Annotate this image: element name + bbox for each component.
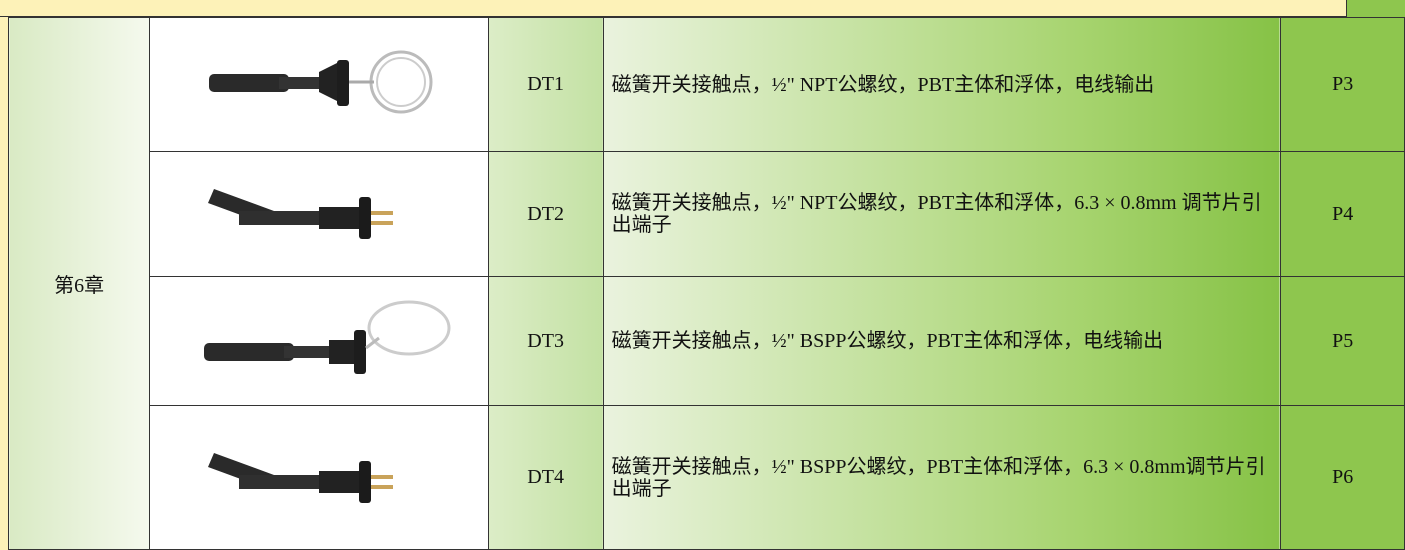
code: DT1 <box>487 17 604 152</box>
description-text: 磁簧开关接触点，½" NPT公螺纹，PBT主体和浮体，电线输出 <box>611 73 1155 96</box>
description: 磁簧开关接触点，½" NPT公螺纹，PBT主体和浮体，电线输出 <box>602 17 1282 152</box>
description: 磁簧开关接触点，½" NPT公螺纹，PBT主体和浮体，6.3 × 0.8mm 调… <box>602 151 1282 277</box>
page-ref: P4 <box>1280 151 1405 277</box>
page-ref: P6 <box>1280 405 1405 550</box>
switch-pins <box>207 189 393 239</box>
switch-wire <box>203 300 451 374</box>
product-image <box>149 17 489 152</box>
product-image <box>149 151 489 277</box>
product-image <box>149 405 489 550</box>
top-cell <box>1346 0 1405 17</box>
description: 磁簧开关接触点，½" BSPP公螺纹，PBT主体和浮体，电线输出 <box>602 276 1282 406</box>
description-text: 磁簧开关接触点，½" BSPP公螺纹，PBT主体和浮体，6.3 × 0.8mm调… <box>611 455 1266 500</box>
code: DT4 <box>487 405 604 550</box>
description: 磁簧开关接触点，½" BSPP公螺纹，PBT主体和浮体，6.3 × 0.8mm调… <box>602 405 1282 550</box>
code: DT2 <box>487 151 604 277</box>
code: DT3 <box>487 276 604 406</box>
page-ref: P3 <box>1280 17 1405 152</box>
product-table: 第6章 DT1 磁簧开关接触点，½" NPT公螺纹，PBT主体和浮体，电线输出 … <box>7 17 1405 550</box>
switch-wire <box>208 50 433 113</box>
chapter: 第6章 <box>7 17 151 550</box>
product-image <box>149 276 489 406</box>
description-text: 磁簧开关接触点，½" NPT公螺纹，PBT主体和浮体，6.3 × 0.8mm 调… <box>611 192 1262 236</box>
switch-pins <box>207 452 393 503</box>
page-ref: P5 <box>1280 276 1405 406</box>
top-strip <box>0 0 1405 17</box>
description-text: 磁簧开关接触点，½" BSPP公螺纹，PBT主体和浮体，电线输出 <box>611 330 1164 352</box>
